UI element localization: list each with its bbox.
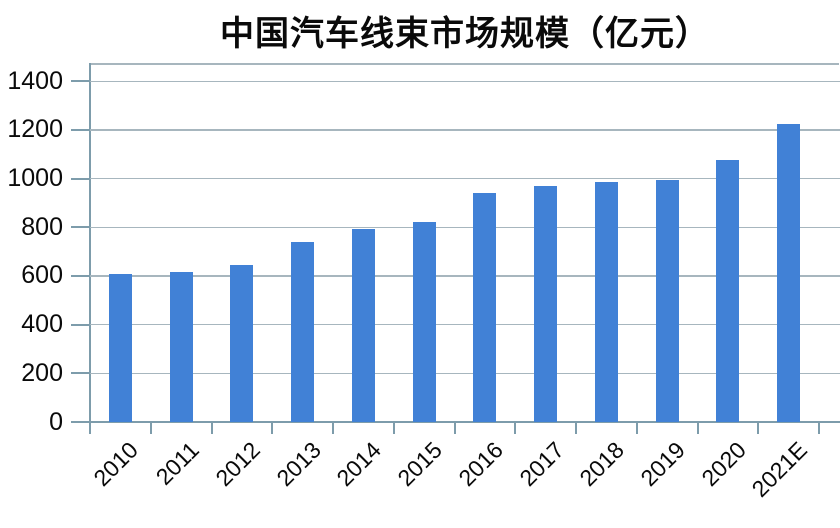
bar-2012: [230, 265, 254, 422]
bar-2013: [291, 241, 315, 422]
y-axis-tick-1000: [71, 177, 90, 180]
x-axis-tick-6: [453, 421, 456, 434]
x-axis-label-2018: 2018: [574, 436, 630, 492]
plot-area: [90, 63, 839, 424]
y-axis-label-1400: 1400: [7, 66, 63, 95]
x-axis-label-2011: 2011: [150, 436, 205, 490]
bar-2018: [594, 182, 618, 422]
y-axis-label-600: 600: [21, 261, 63, 290]
y-axis-label-1000: 1000: [7, 164, 63, 193]
x-axis-tick-4: [332, 421, 334, 434]
bar-2010: [108, 273, 132, 422]
y-axis-label-200: 200: [21, 358, 63, 387]
bar-2019: [655, 179, 679, 422]
y-axis-label-1200: 1200: [7, 115, 63, 144]
y-axis-tick-1200: [71, 128, 90, 131]
x-axis-label-2013: 2013: [271, 436, 326, 492]
x-axis-tick-7: [514, 421, 517, 434]
x-axis-label-2010: 2010: [88, 436, 144, 492]
chart-title: 中国汽车线束市场规模（亿元）: [220, 15, 710, 53]
bar-2020: [716, 160, 740, 422]
y-axis-tick-800: [71, 226, 90, 229]
x-axis-tick-12: [818, 421, 820, 434]
bar-2014: [351, 228, 375, 422]
x-axis-tick-2: [210, 421, 213, 434]
x-axis-tick-3: [271, 421, 274, 434]
gridline-y-400: [90, 323, 840, 326]
x-axis-tick-11: [757, 421, 760, 434]
gridline-y-600: [90, 275, 840, 277]
bar-2011: [169, 272, 193, 422]
bar-2016: [473, 193, 497, 422]
x-axis-tick-1: [149, 421, 152, 434]
gridline-y-1000: [90, 177, 840, 180]
y-axis-label-800: 800: [21, 212, 63, 241]
gridline-y-1200: [90, 129, 840, 131]
bar-2017: [534, 185, 558, 422]
bar-2021E: [777, 123, 801, 422]
y-axis-tick-400: [71, 323, 90, 326]
y-axis-label-0: 0: [49, 407, 63, 436]
x-axis-tick-9: [635, 421, 638, 434]
gridline-y-1400: [90, 80, 840, 82]
y-axis-tick-1400: [71, 80, 90, 83]
bar-2015: [412, 222, 436, 422]
x-axis-label-2014: 2014: [331, 436, 387, 492]
x-axis-label-2020: 2020: [696, 436, 751, 492]
y-axis-label-400: 400: [21, 310, 63, 339]
x-axis-label-2021E: 2021E: [746, 436, 812, 503]
x-axis-tick-10: [696, 421, 699, 434]
y-axis-tick-600: [71, 274, 90, 277]
y-axis-tick-200: [71, 372, 90, 375]
x-axis-label-2015: 2015: [392, 436, 448, 492]
y-axis-line: [89, 63, 91, 434]
x-axis-tick-5: [392, 421, 395, 434]
x-axis-label-2012: 2012: [210, 436, 265, 492]
x-axis-line: [90, 421, 840, 423]
y-axis-tick-0: [71, 421, 90, 423]
x-axis-tick-0: [89, 421, 91, 434]
x-axis-label-2019: 2019: [635, 436, 691, 492]
gridline-y-800: [90, 226, 840, 229]
x-axis-label-2016: 2016: [453, 436, 508, 492]
x-axis-label-2017: 2017: [514, 436, 569, 492]
x-axis-tick-8: [575, 421, 577, 434]
gridline-y-200: [90, 372, 840, 375]
